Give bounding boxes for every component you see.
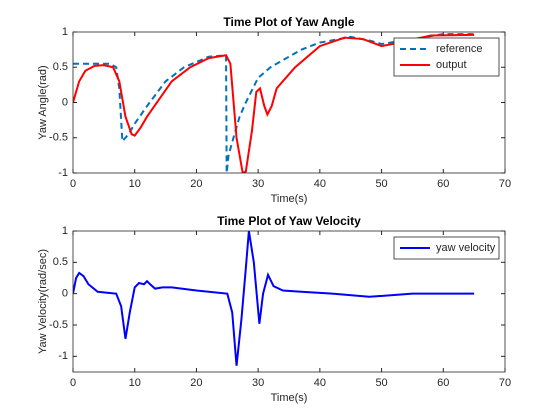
legend-label: yaw velocity — [436, 242, 496, 254]
data-line — [73, 33, 475, 173]
x-tick-label: 60 — [437, 377, 449, 389]
x-tick-label: 50 — [375, 178, 387, 190]
y-tick-label: 1 — [62, 26, 68, 38]
x-tick-label: 0 — [70, 377, 76, 389]
y-tick-label: -1 — [58, 350, 68, 362]
y-tick-label: 0 — [62, 96, 68, 108]
x-tick-label: 60 — [437, 178, 449, 190]
x-tick-label: 70 — [499, 377, 511, 389]
chart-title: Time Plot of Yaw Velocity — [217, 214, 361, 228]
x-tick-label: 70 — [499, 178, 511, 190]
x-tick-label: 30 — [252, 377, 264, 389]
x-axis-label: Time(s) — [271, 193, 308, 205]
y-axis-label: Yaw Angle(rad) — [37, 65, 49, 139]
y-tick-label: -1 — [58, 167, 68, 179]
chart-title: Time Plot of Yaw Angle — [223, 15, 354, 29]
y-axis-label: Yaw Velocity(rad/sec) — [37, 249, 49, 354]
x-tick-label: 30 — [252, 178, 264, 190]
x-tick-label: 10 — [129, 178, 141, 190]
y-tick-label: 1 — [62, 225, 68, 237]
x-tick-label: 0 — [70, 178, 76, 190]
data-line — [73, 33, 475, 173]
x-tick-label: 40 — [314, 377, 326, 389]
y-tick-label: -0.5 — [49, 319, 68, 331]
y-tick-label: 0.5 — [53, 256, 68, 268]
legend-box — [393, 236, 500, 260]
axes-box — [72, 230, 506, 373]
legend-box — [393, 37, 500, 77]
x-tick-label: 10 — [129, 377, 141, 389]
legend-label: output — [436, 59, 467, 71]
data-line — [73, 231, 475, 366]
y-tick-label: -0.5 — [49, 132, 68, 144]
y-tick-label: 0 — [62, 288, 68, 300]
x-tick-label: 50 — [375, 377, 387, 389]
x-tick-label: 20 — [190, 377, 202, 389]
legend-label: reference — [436, 43, 482, 55]
x-axis-label: Time(s) — [271, 392, 308, 404]
y-tick-label: 0.5 — [53, 61, 68, 73]
x-tick-label: 20 — [190, 178, 202, 190]
x-tick-label: 40 — [314, 178, 326, 190]
